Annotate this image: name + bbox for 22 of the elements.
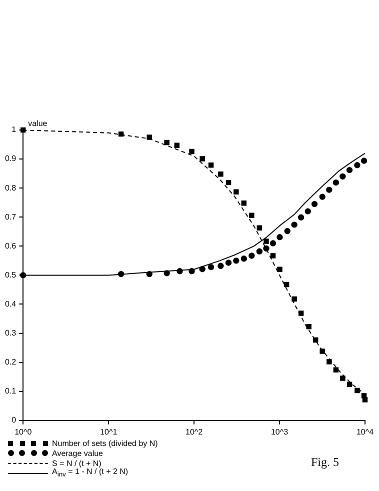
legend-label: S = N / (t + N) <box>52 458 102 468</box>
x-tick-label: 10^1 <box>100 427 118 436</box>
x-tick-label: 10^0 <box>14 427 32 436</box>
y-axis-title: value <box>28 119 48 128</box>
y-tick-label: 0.2 <box>4 358 17 367</box>
x-tick-label: 10^2 <box>186 427 204 436</box>
y-tick-label: 0.5 <box>4 270 17 280</box>
y-tick-label: 0.6 <box>4 241 17 250</box>
caption: Fig. 5 <box>310 455 339 470</box>
y-tick-label: 0.9 <box>4 154 17 164</box>
y-tick-label: 0.1 <box>4 386 17 396</box>
x-tick-label: 10^3 <box>270 427 289 436</box>
x-tick-label: 10^4 <box>356 427 374 436</box>
y-tick-label: 0.3 <box>4 328 17 338</box>
legend-label: A$_{inv}$ = 1 - N / (t + 2 N) <box>52 467 128 479</box>
legend-label: Average value <box>52 448 103 458</box>
y-tick-label: 0.4 <box>4 299 17 308</box>
y-tick-label: 1 <box>12 125 17 134</box>
y-tick-label: 0.7 <box>4 212 17 222</box>
legend-label: Number of sets (divided by N) <box>52 438 158 448</box>
y-tick-label: 0.8 <box>4 183 17 192</box>
y-tick-label: 0 <box>12 416 17 425</box>
